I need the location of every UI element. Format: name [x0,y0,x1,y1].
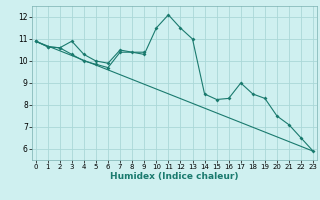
X-axis label: Humidex (Indice chaleur): Humidex (Indice chaleur) [110,172,239,181]
